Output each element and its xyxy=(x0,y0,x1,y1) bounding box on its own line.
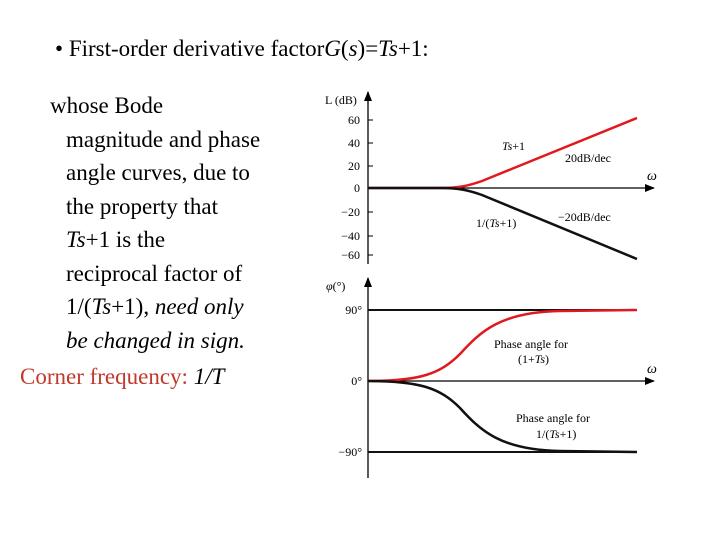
magnitude-tick-label-minus20: −20 xyxy=(341,205,360,219)
title-equals: = xyxy=(365,36,379,61)
body-line-7: 1/(Ts+1), need only xyxy=(50,290,320,324)
body-line-3: angle curves, due to xyxy=(66,160,250,185)
title-ts: Ts xyxy=(378,36,398,61)
title-lparen: ( xyxy=(340,36,349,61)
magnitude-tick-label-20: 20 xyxy=(348,159,360,173)
phase-tick-label-90: 90° xyxy=(345,303,362,317)
magnitude-tick-label-60: 60 xyxy=(348,113,360,127)
corner-frequency: Corner frequency: 1/T xyxy=(20,364,224,390)
phase-lead-label-line-1: Phase angle for xyxy=(494,337,568,351)
body-line-5-rest: +1 is the xyxy=(85,227,166,252)
body-line-7-ts: Ts xyxy=(91,294,112,319)
phase-axis-label: φ(°) xyxy=(326,279,345,293)
magnitude-tick-40: 40 xyxy=(348,136,373,150)
body-line-1: whose Bode xyxy=(50,93,164,118)
phase-lag-label-line-2: 1/(Ts+1) xyxy=(536,427,576,441)
magnitude-curve-inverse xyxy=(368,186,638,261)
title-s: s xyxy=(348,36,358,61)
magnitude-tick-label-minus60: −60 xyxy=(341,248,360,262)
phase-omega-label: ω xyxy=(647,362,657,377)
magnitude-axis-label: L (dB) xyxy=(325,93,357,107)
phase-tick-label-minus90: −90° xyxy=(338,445,362,459)
body-line-7-b: +1), xyxy=(111,294,155,319)
magnitude-tick-minus20: −20 xyxy=(341,205,373,219)
body-line-6: reciprocal factor of xyxy=(66,260,243,286)
magnitude-tick-20: 20 xyxy=(348,159,373,173)
magnitude-inverse-label: 1/(Ts+1) xyxy=(476,216,516,230)
phase-lag-label-line-1: Phase angle for xyxy=(516,411,590,425)
magnitude-tick-label-minus40: −40 xyxy=(341,229,360,243)
magnitude-omega-label: ω xyxy=(647,169,657,184)
magnitude-slope-up-label: 20dB/dec xyxy=(565,151,611,165)
phase-plot: φ(°) 90° 0° −90° ω Phase angle for (1+Ts… xyxy=(326,277,657,478)
body-line-8: be changed in sign. xyxy=(50,324,320,358)
magnitude-tick-minus60: −60 xyxy=(341,248,373,262)
body-ts: Ts xyxy=(66,227,86,252)
body-line-7-c: need only xyxy=(154,294,244,319)
body-line-5: Ts+1 is the xyxy=(50,223,320,257)
corner-frequency-label: Corner frequency: xyxy=(20,364,188,389)
magnitude-tick-minus40: −40 xyxy=(341,229,373,243)
body-line-7-a: 1/( xyxy=(66,294,92,319)
phase-curve-lag xyxy=(367,379,638,454)
title-g: G xyxy=(324,36,341,61)
slide-title: • First-order derivative factorG(s)=Ts+1… xyxy=(55,36,429,62)
magnitude-slope-down-label: −20dB/dec xyxy=(558,210,611,224)
magnitude-tick-label-40: 40 xyxy=(348,136,360,150)
body-line-4: the property that xyxy=(66,193,219,219)
body-line-2: magnitude and phase xyxy=(66,126,261,152)
phase-tick-label-0: 0° xyxy=(351,374,362,388)
magnitude-tick-60: 60 xyxy=(348,113,373,127)
title-prefix: First-order derivative factor xyxy=(68,36,325,61)
corner-frequency-value: 1/T xyxy=(193,364,225,389)
body-line-8-text: be changed in sign. xyxy=(66,327,245,353)
magnitude-tick-label-0: 0 xyxy=(354,181,360,195)
title-bullet: • xyxy=(55,36,64,61)
phase-lead-label-line-2: (1+Ts) xyxy=(518,352,549,366)
magnitude-ts1-label: Ts+1 xyxy=(502,139,525,153)
body-paragraph: whose Bode magnitude and phase angle cur… xyxy=(50,89,320,357)
title-rparen: ) xyxy=(357,36,366,61)
phase-curve-lead xyxy=(367,308,638,383)
magnitude-plot: L (dB) 60 40 20 0 −20 −40 −60 ω Ts+1 xyxy=(325,91,657,264)
title-tail: +1: xyxy=(397,36,429,61)
